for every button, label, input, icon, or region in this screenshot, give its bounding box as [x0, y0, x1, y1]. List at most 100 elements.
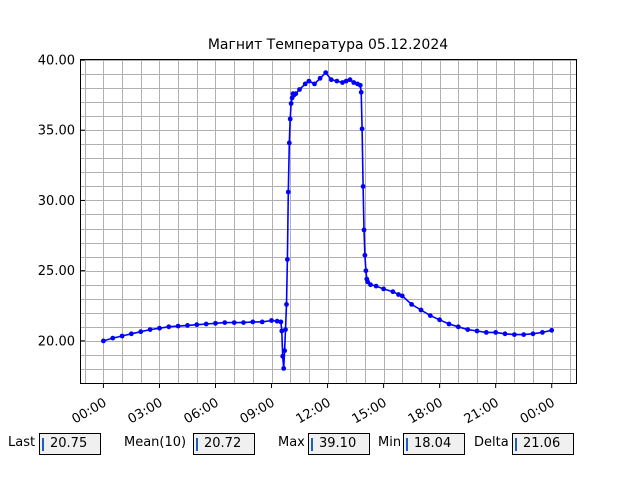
- data-point: [474, 328, 480, 334]
- last-label: Last: [8, 435, 36, 450]
- data-point: [340, 80, 345, 85]
- last-value: 20.75: [50, 436, 88, 451]
- data-point: [512, 332, 517, 337]
- data-point: [446, 321, 452, 327]
- data-point: [222, 320, 228, 325]
- y-tick-label: 25.00: [38, 264, 75, 279]
- min-label: Min: [378, 435, 402, 450]
- y-tick-label: 30.00: [38, 194, 75, 209]
- mean-label: Mean(10): [124, 435, 187, 450]
- data-point: [465, 327, 471, 332]
- data-point: [360, 184, 366, 189]
- field-cursor: [406, 438, 408, 451]
- data-point: [286, 140, 292, 146]
- field-cursor: [311, 438, 313, 451]
- temperature-chart: Магнит Температура 05.12.2024 20.00 25.00…: [38, 37, 577, 427]
- data-point: [390, 289, 396, 295]
- data-point: [358, 89, 364, 95]
- data-point: [281, 366, 287, 371]
- data-point: [297, 87, 302, 92]
- data-point: [351, 80, 357, 85]
- data-point: [368, 282, 373, 288]
- data-point: [502, 331, 508, 337]
- data-point: [157, 325, 162, 331]
- data-point: [347, 77, 353, 83]
- data-point: [259, 319, 265, 325]
- x-tick-label: 21:00: [462, 395, 502, 427]
- last-value-field[interactable]: 20.75: [39, 433, 101, 455]
- x-tick-label: 00:00: [518, 395, 558, 427]
- min-value: 18.04: [414, 436, 452, 451]
- data-point: [269, 318, 274, 323]
- data-point: [279, 328, 285, 334]
- data-point: [274, 318, 280, 324]
- data-point: [373, 283, 379, 289]
- data-point: [437, 317, 442, 323]
- data-point: [323, 70, 329, 75]
- data-point: [285, 257, 290, 262]
- data-point: [280, 353, 286, 359]
- data-point: [175, 323, 181, 329]
- data-point: [361, 227, 367, 233]
- data-point: [455, 324, 461, 330]
- data-point: [110, 335, 116, 341]
- delta-value-field[interactable]: 21.06: [512, 433, 574, 455]
- data-point: [334, 78, 340, 84]
- data-point: [409, 302, 414, 307]
- y-tick-label: 40.00: [38, 54, 75, 69]
- data-point: [343, 78, 349, 84]
- max-value-field[interactable]: 39.10: [308, 433, 370, 455]
- data-point: [493, 330, 499, 335]
- min-value-field[interactable]: 18.04: [403, 433, 465, 455]
- data-point: [241, 320, 246, 325]
- data-point: [399, 293, 405, 299]
- data-point: [129, 331, 134, 337]
- data-point: [288, 101, 294, 106]
- data-point: [282, 348, 287, 354]
- chart-title: Магнит Температура 05.12.2024: [208, 37, 448, 53]
- max-label: Max: [278, 435, 305, 450]
- data-point: [147, 327, 153, 332]
- data-point: [166, 324, 172, 330]
- data-point: [521, 332, 527, 337]
- data-point: [138, 329, 144, 335]
- data-point: [119, 333, 125, 339]
- data-point: [396, 292, 401, 297]
- data-point: [287, 116, 293, 122]
- data-point: [362, 252, 368, 258]
- x-tick-label: 12:00: [294, 395, 334, 427]
- y-tick-label: 20.00: [38, 334, 75, 349]
- plot-frame: [80, 59, 577, 384]
- x-tick-label: 03:00: [126, 395, 166, 427]
- x-tick-label: 09:00: [238, 395, 278, 427]
- data-point: [284, 302, 289, 307]
- data-point: [357, 82, 363, 88]
- data-point: [381, 286, 386, 292]
- data-point: [363, 268, 369, 274]
- data-point: [483, 330, 489, 335]
- field-cursor: [196, 438, 198, 451]
- delta-value: 21.06: [523, 436, 561, 451]
- data-point: [278, 319, 284, 325]
- x-tick-label: 15:00: [350, 395, 390, 427]
- data-point: [306, 78, 312, 84]
- mean-value-field[interactable]: 20.72: [193, 433, 255, 455]
- data-point: [317, 75, 323, 81]
- data-point: [194, 322, 200, 328]
- data-point: [312, 81, 317, 87]
- data-point: [250, 319, 256, 325]
- x-tick-label: 06:00: [182, 395, 222, 427]
- x-tick-label: 00:00: [69, 395, 109, 427]
- data-point: [231, 320, 237, 325]
- field-cursor: [515, 438, 517, 451]
- data-point: [185, 323, 190, 328]
- data-point: [427, 313, 433, 318]
- data-point: [203, 321, 209, 327]
- data-point: [328, 77, 334, 83]
- mean-value: 20.72: [204, 436, 242, 451]
- data-point: [101, 338, 106, 344]
- y-tick-label: 35.00: [38, 124, 75, 139]
- data-point: [359, 126, 365, 132]
- data-point: [549, 327, 555, 333]
- data-point: [283, 327, 288, 332]
